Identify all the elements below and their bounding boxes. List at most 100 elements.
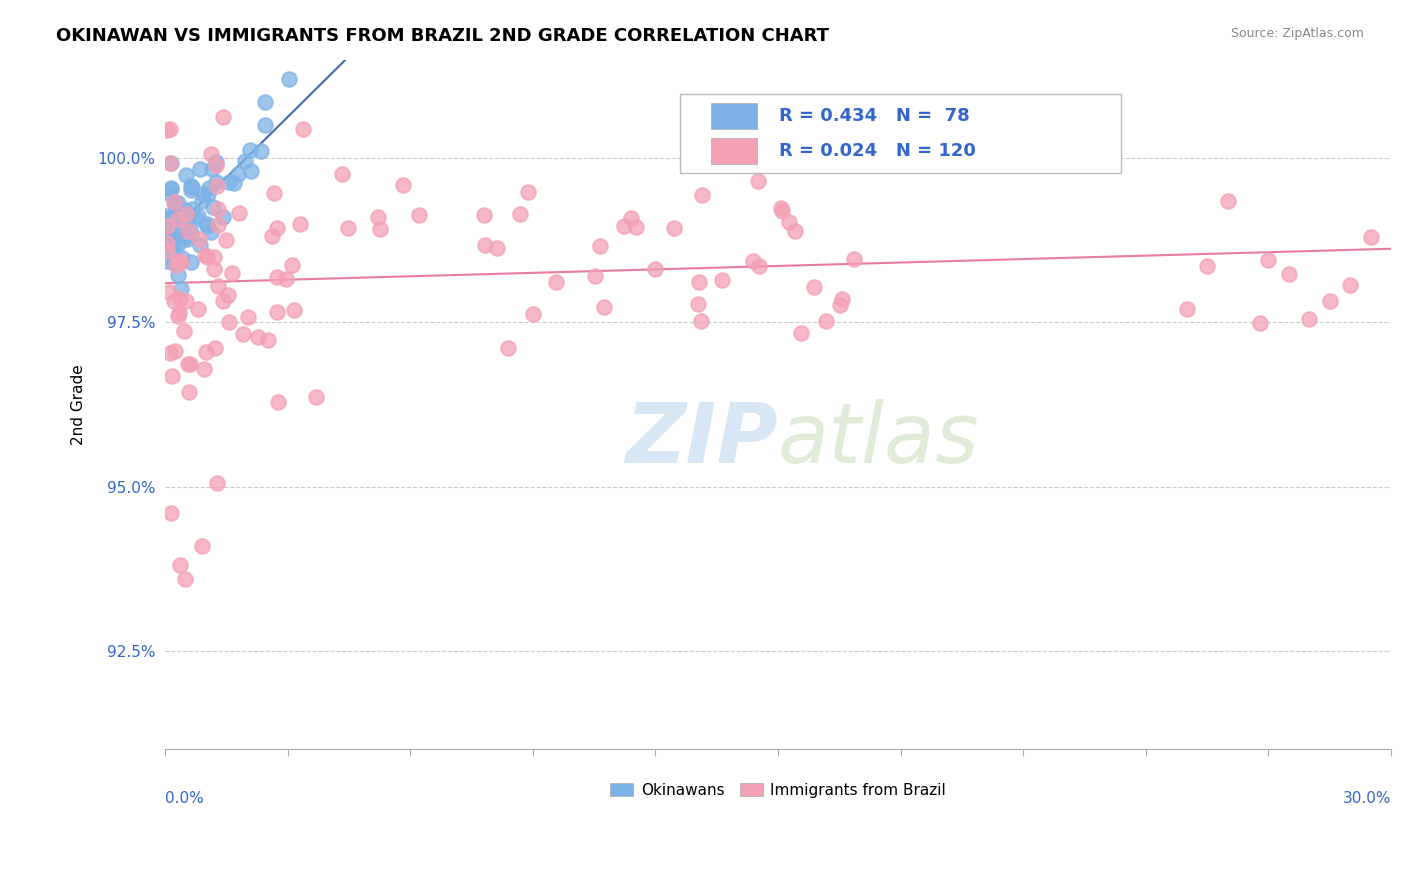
Point (485, 241, 508, 255)
Point (180, 255, 202, 269)
Point (181, 202, 204, 216)
Point (1197, 259, 1219, 273)
Point (194, 248, 217, 262)
Point (741, 253, 763, 268)
Point (176, 168, 198, 182)
Point (260, 229, 283, 244)
Point (240, 163, 263, 178)
Point (201, 161, 224, 176)
Point (165, 219, 187, 233)
Y-axis label: 2nd Grade: 2nd Grade (72, 364, 86, 445)
Point (250, 145, 273, 159)
Point (367, 210, 389, 224)
Point (392, 178, 415, 192)
Point (160, 211, 183, 225)
Point (174, 572, 197, 586)
Point (239, 143, 262, 157)
Point (688, 275, 710, 289)
Point (211, 111, 233, 125)
Text: Source: ZipAtlas.com: Source: ZipAtlas.com (1230, 27, 1364, 40)
Point (803, 280, 825, 294)
Point (163, 293, 186, 308)
Point (156, 244, 179, 259)
FancyBboxPatch shape (681, 94, 1122, 173)
Point (711, 273, 734, 287)
Point (790, 326, 813, 340)
Point (160, 182, 183, 196)
Point (188, 232, 211, 246)
Point (180, 180, 202, 194)
Point (740, 122, 762, 136)
Point (202, 261, 225, 276)
Point (1249, 317, 1271, 331)
Point (160, 181, 183, 195)
Point (783, 224, 806, 238)
Point (156, 123, 179, 137)
Point (211, 211, 233, 225)
Point (193, 362, 215, 376)
Point (218, 175, 240, 189)
Point (613, 219, 636, 234)
Point (662, 221, 685, 235)
Point (266, 305, 288, 319)
Point (160, 235, 183, 250)
Point (238, 310, 260, 325)
Point (186, 211, 208, 226)
Point (179, 357, 201, 371)
Point (830, 298, 852, 312)
Point (167, 237, 190, 252)
Point (496, 341, 519, 355)
Point (156, 232, 179, 246)
Point (173, 203, 195, 218)
Point (204, 154, 226, 169)
Point (167, 254, 190, 268)
Point (163, 216, 186, 230)
Bar (710, 138, 758, 164)
Point (769, 201, 792, 215)
Point (1278, 267, 1301, 281)
Point (174, 293, 197, 308)
Point (157, 186, 180, 200)
Point (156, 236, 179, 251)
Bar (710, 103, 758, 129)
Text: OKINAWAN VS IMMIGRANTS FROM BRAZIL 2ND GRADE CORRELATION CHART: OKINAWAN VS IMMIGRANTS FROM BRAZIL 2ND G… (56, 27, 830, 45)
Point (202, 200, 225, 214)
Point (165, 227, 187, 241)
Point (198, 180, 221, 194)
Point (474, 237, 496, 252)
Point (583, 269, 606, 284)
Point (408, 208, 430, 222)
Point (166, 196, 188, 211)
Text: R = 0.024   N = 120: R = 0.024 N = 120 (779, 142, 976, 161)
Point (205, 475, 228, 490)
Point (176, 232, 198, 246)
Point (205, 158, 228, 172)
Point (690, 314, 713, 328)
Point (200, 146, 222, 161)
Point (195, 219, 218, 234)
Point (204, 342, 226, 356)
Point (191, 186, 214, 201)
Point (159, 213, 181, 227)
Point (814, 314, 837, 328)
Point (165, 258, 187, 272)
Text: atlas: atlas (778, 399, 980, 480)
Point (226, 167, 249, 181)
Point (156, 219, 179, 234)
Point (1298, 311, 1320, 326)
Point (330, 167, 353, 181)
Point (167, 268, 190, 282)
Point (191, 194, 214, 208)
Point (593, 300, 616, 314)
Point (157, 215, 180, 229)
Point (156, 238, 179, 252)
Point (165, 209, 187, 223)
Point (170, 282, 193, 296)
Point (207, 202, 229, 217)
Point (169, 558, 191, 573)
Point (263, 186, 285, 200)
Point (174, 223, 197, 237)
Point (1360, 230, 1382, 244)
Point (195, 250, 218, 264)
Point (305, 390, 328, 404)
